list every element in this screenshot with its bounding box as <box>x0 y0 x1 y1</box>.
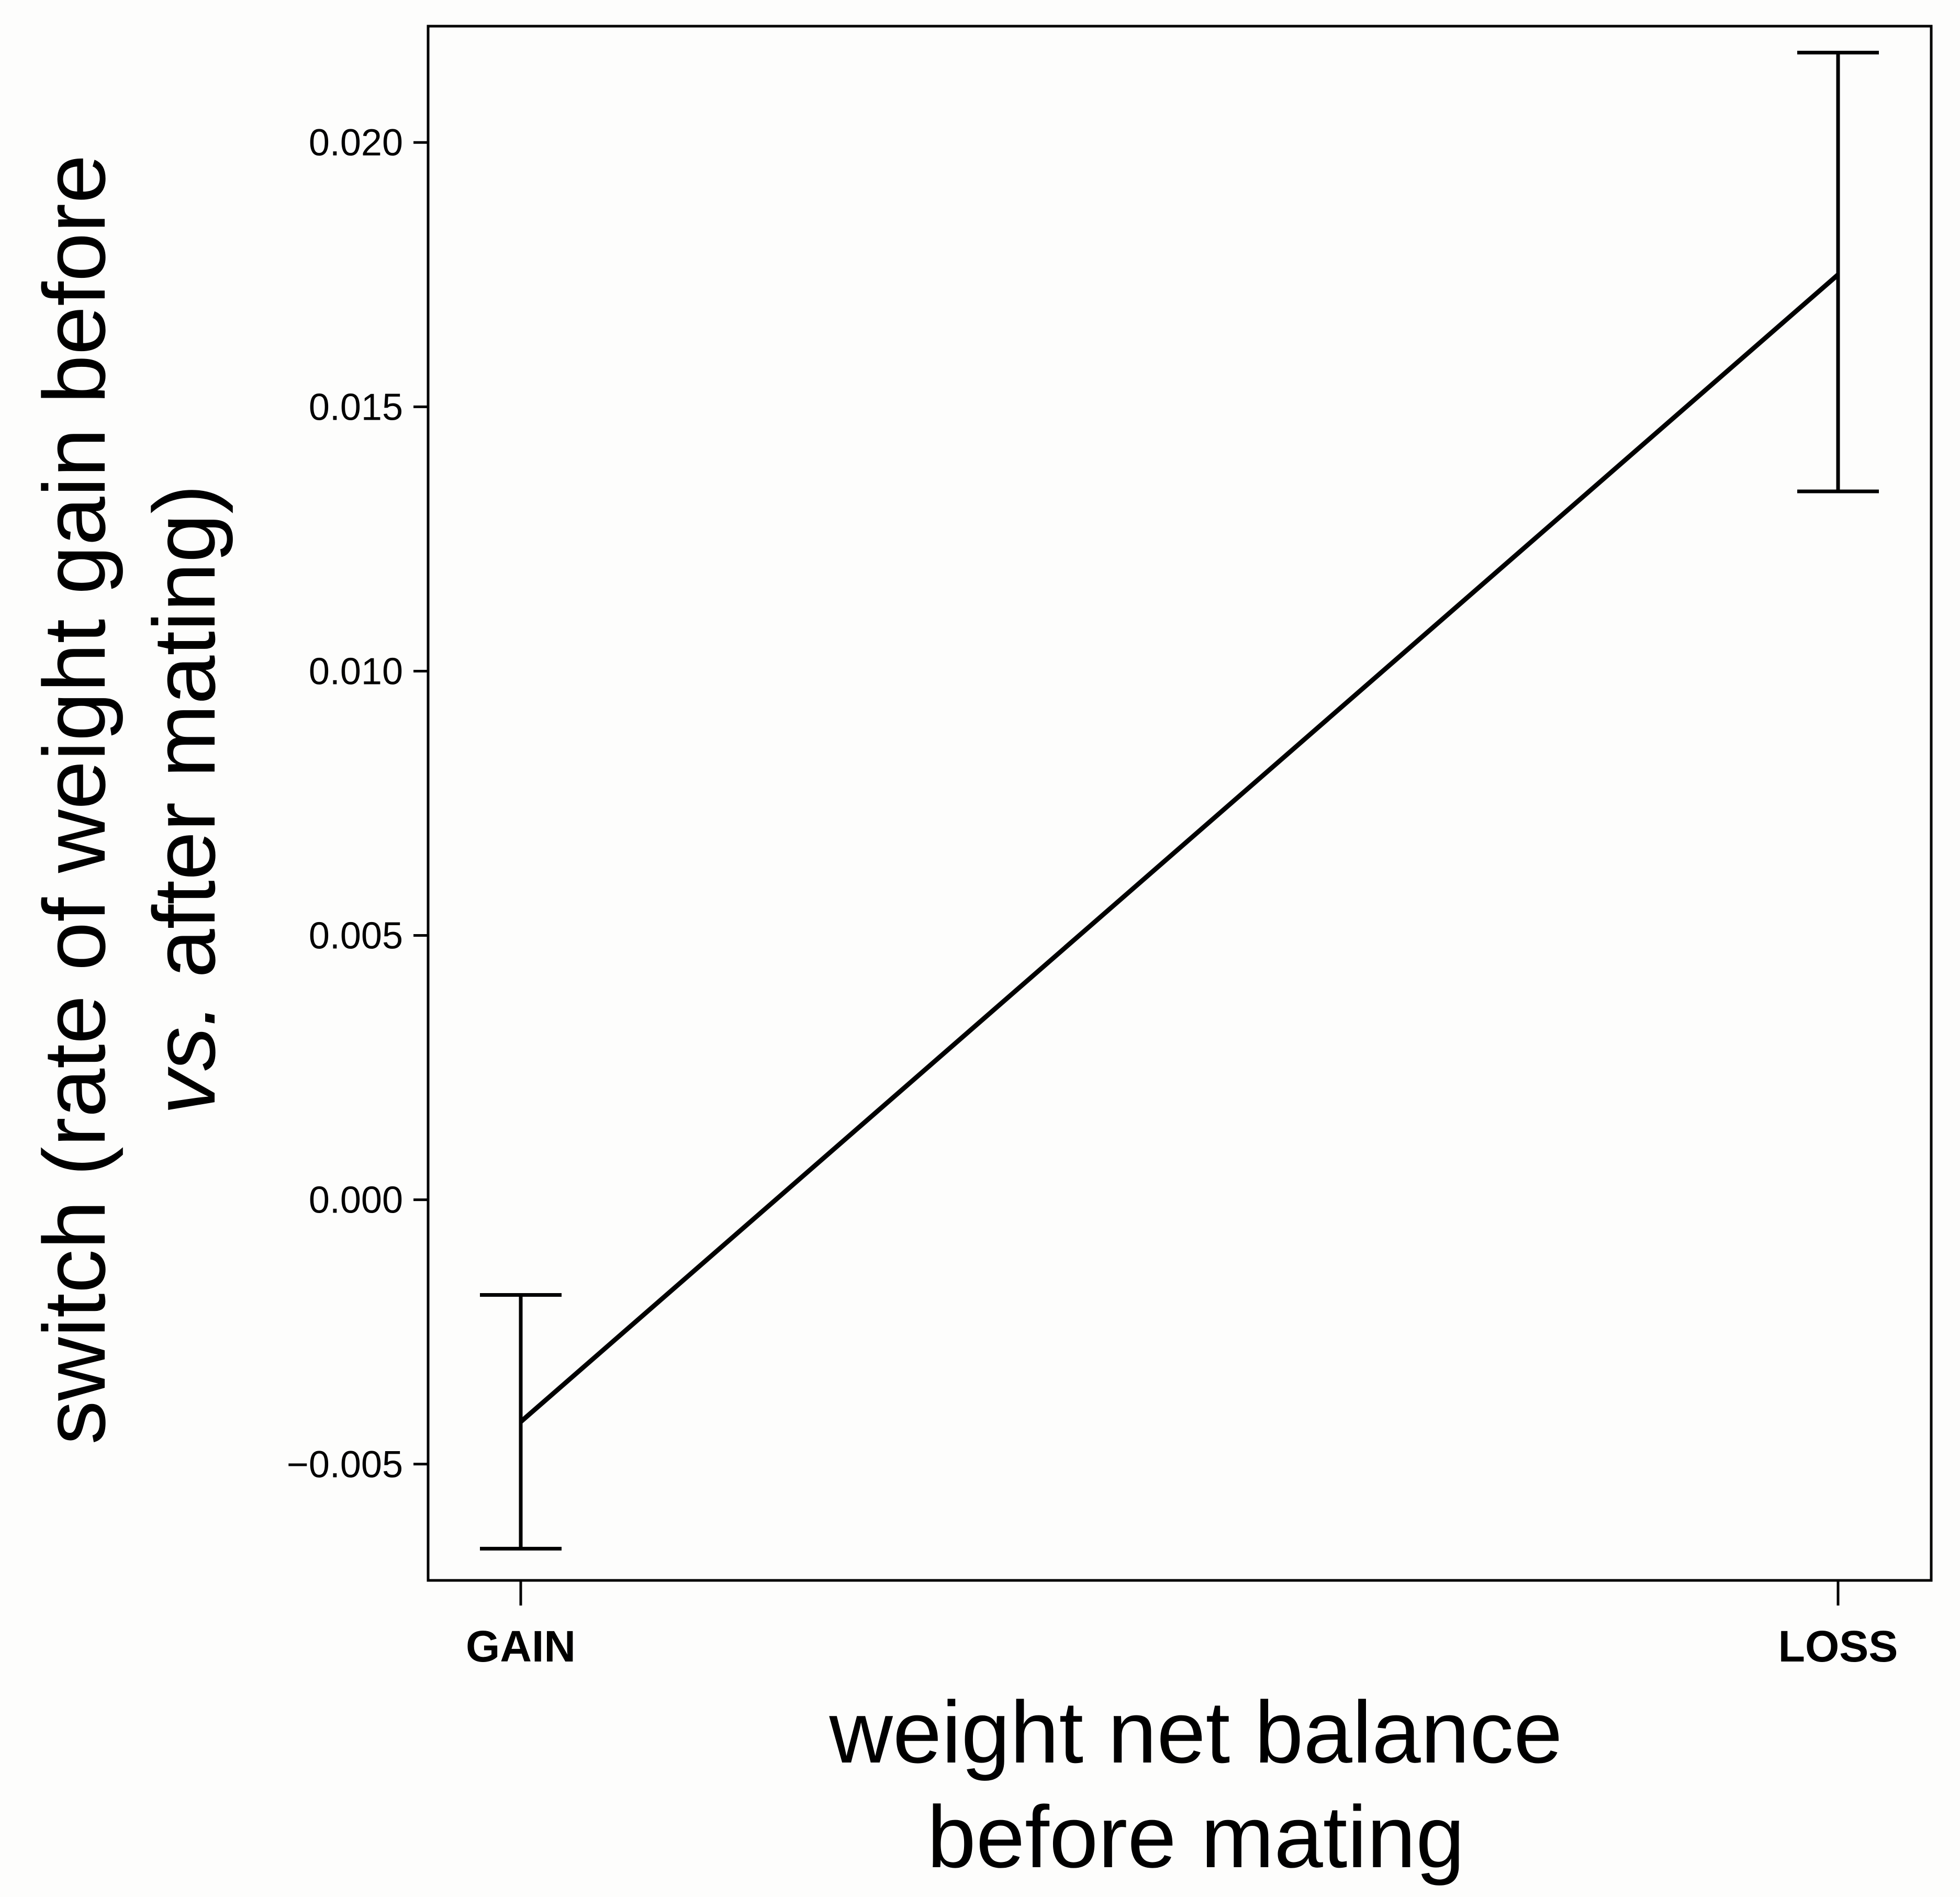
y-axis: −0.005 0.000 0.005 0.010 0.015 0.020 <box>287 122 428 1486</box>
plot-frame <box>427 25 1933 1582</box>
y-axis-title-line2: vs. after mating) <box>135 485 233 1115</box>
x-axis: GAIN LOSS <box>466 1580 1898 1671</box>
y-tick-label: 0.015 <box>309 386 403 428</box>
series <box>480 51 1879 1551</box>
y-tick-label: 0.005 <box>309 915 403 957</box>
y-tick-label: 0.010 <box>309 650 403 692</box>
y-axis-title-rest: after mating) <box>135 485 233 1003</box>
x-tick-label: GAIN <box>466 1622 576 1671</box>
y-axis-title: switch (rate of weight gain before vs. a… <box>25 154 233 1444</box>
y-axis-title-line1: switch (rate of weight gain before <box>25 154 124 1444</box>
y-axis-title-vs: vs. <box>135 1003 233 1115</box>
y-tick-label: 0.000 <box>309 1180 403 1221</box>
x-tick-label: LOSS <box>1778 1622 1898 1671</box>
series-line <box>519 273 1840 1424</box>
y-tick-label: 0.020 <box>309 122 403 164</box>
x-axis-title-line1: weight net balance <box>828 1683 1562 1781</box>
y-tick-label: −0.005 <box>287 1444 403 1486</box>
x-axis-title-line2: before mating <box>927 1788 1464 1886</box>
